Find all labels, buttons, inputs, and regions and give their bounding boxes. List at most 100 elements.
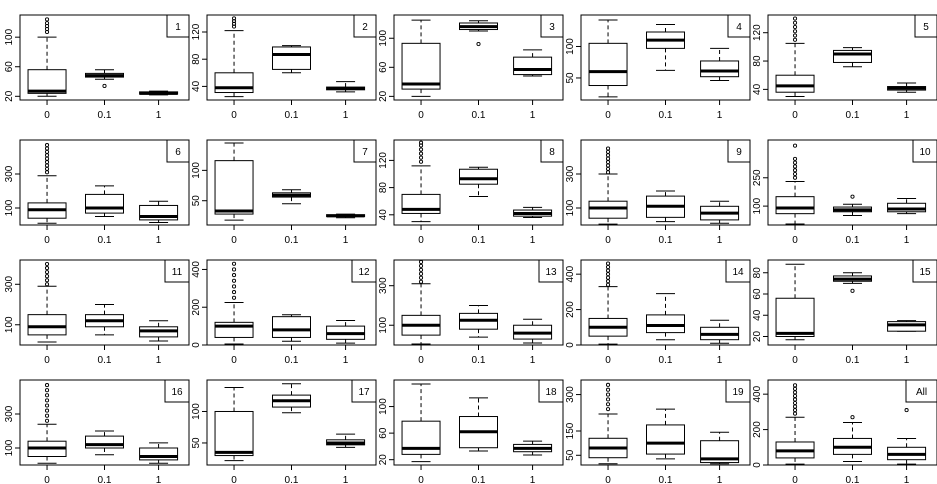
box: [459, 168, 498, 185]
x-tick-label: 1: [343, 110, 349, 121]
x-tick-label: 0: [44, 475, 50, 484]
y-tick-label: 0: [191, 342, 202, 348]
panel-label-box: [725, 379, 751, 403]
outlier-point: [476, 42, 481, 47]
y-tick-label: 40: [378, 209, 389, 221]
outlier-point: [44, 393, 50, 398]
outlier-point: [792, 16, 798, 21]
outlier-point: [44, 388, 50, 393]
y-tick-label: 60: [752, 288, 763, 300]
outlier-point: [231, 278, 237, 283]
panel-label: 10: [919, 147, 931, 158]
panel-label-box: [540, 139, 564, 163]
outlier-point: [605, 402, 611, 407]
outlier-point: [904, 408, 909, 413]
y-tick-label: 0: [752, 462, 763, 468]
y-tick-label: 50: [565, 72, 576, 84]
x-tick-label: 1: [343, 475, 349, 484]
y-tick-label: 100: [378, 29, 389, 46]
box: [214, 160, 254, 215]
x-tick-label: 1: [156, 110, 162, 121]
outlier-point: [418, 267, 424, 272]
y-tick-label: 40: [752, 309, 763, 321]
outlier-point: [231, 267, 237, 272]
box: [775, 297, 815, 337]
outlier-point: [605, 387, 611, 392]
x-tick-label: 1: [717, 110, 723, 121]
box: [700, 60, 740, 78]
y-tick-label: 0: [565, 342, 576, 348]
panel-label-box: [727, 139, 751, 163]
box: [646, 424, 685, 455]
x-tick-label: 1: [717, 475, 723, 484]
y-tick-label: 100: [565, 199, 576, 216]
y-tick-label: 100: [4, 199, 15, 216]
box: [139, 447, 179, 461]
x-tick-label: 0.1: [472, 475, 486, 484]
outlier-point: [792, 143, 798, 148]
y-tick-label: 200: [191, 298, 202, 315]
x-tick-label: 0.1: [98, 355, 112, 366]
box: [27, 69, 67, 94]
x-tick-label: 0.1: [472, 235, 486, 246]
panel-13: 13 100 300 0 0.1 1: [378, 259, 564, 366]
panel-label: 4: [736, 22, 742, 33]
y-tick-label: 20: [378, 90, 389, 102]
x-tick-label: 0: [792, 355, 798, 366]
outlier-point: [792, 175, 798, 180]
outlier-point: [44, 21, 50, 26]
outlier-point: [792, 156, 798, 161]
outlier-point: [418, 155, 424, 160]
x-tick-label: 0: [231, 355, 237, 366]
panel-10: 10 100 250 0 0.1 1: [752, 139, 937, 246]
y-tick-label: 50: [565, 449, 576, 461]
x-tick-label: 0: [44, 235, 50, 246]
box: [887, 321, 927, 332]
x-tick-label: 0.1: [98, 475, 112, 484]
x-tick-label: 0: [792, 110, 798, 121]
panel-label-box: [914, 14, 937, 38]
box: [401, 42, 441, 90]
panel-label-box: [353, 139, 377, 163]
y-tick-label: 200: [565, 301, 576, 318]
x-tick-label: 1: [904, 110, 910, 121]
outlier-point: [231, 19, 237, 24]
outlier-point: [792, 168, 798, 173]
panel-1: 1 20 60 100 0 0.1 1: [4, 14, 190, 121]
outlier-point: [44, 274, 50, 279]
panel-3: 3 20 60 100 0 0.1 1: [378, 14, 564, 121]
outlier-point: [44, 278, 50, 283]
y-tick-label: 300: [4, 276, 15, 293]
outlier-point: [418, 147, 424, 152]
panel-5: 5 40 80 120 0 0.1 1: [752, 14, 937, 121]
outlier-point: [792, 24, 798, 30]
x-tick-label: 0.1: [285, 475, 299, 484]
panel-label: 9: [736, 147, 742, 158]
panel-label: 2: [362, 22, 368, 33]
outlier-point: [44, 266, 50, 271]
panel-label-box: [727, 14, 751, 38]
panel-15: 15 20 40 60 80 0 0.1 1: [752, 259, 937, 366]
x-tick-label: 0: [418, 235, 424, 246]
y-tick-label: 50: [191, 195, 202, 207]
x-tick-label: 0.1: [98, 110, 112, 121]
panel-8: 8 40 80 120 0 0.1 1: [378, 139, 564, 246]
y-tick-label: 20: [4, 90, 15, 102]
x-tick-label: 0: [231, 110, 237, 121]
y-tick-label: 300: [565, 386, 576, 403]
outlier-point: [44, 413, 50, 418]
outlier-point: [231, 273, 237, 278]
outlier-point: [44, 17, 50, 22]
box: [214, 321, 254, 338]
y-tick-label: 100: [752, 197, 763, 214]
outlier-point: [44, 282, 50, 287]
outlier-point: [792, 164, 798, 169]
y-tick-label: 100: [4, 439, 15, 456]
outlier-point: [418, 263, 424, 268]
x-tick-label: 0: [605, 235, 611, 246]
x-tick-label: 0.1: [472, 355, 486, 366]
panel-7: 7 50 100 0 0.1 1: [191, 139, 377, 246]
x-tick-label: 0.1: [472, 110, 486, 121]
x-tick-label: 0.1: [285, 235, 299, 246]
